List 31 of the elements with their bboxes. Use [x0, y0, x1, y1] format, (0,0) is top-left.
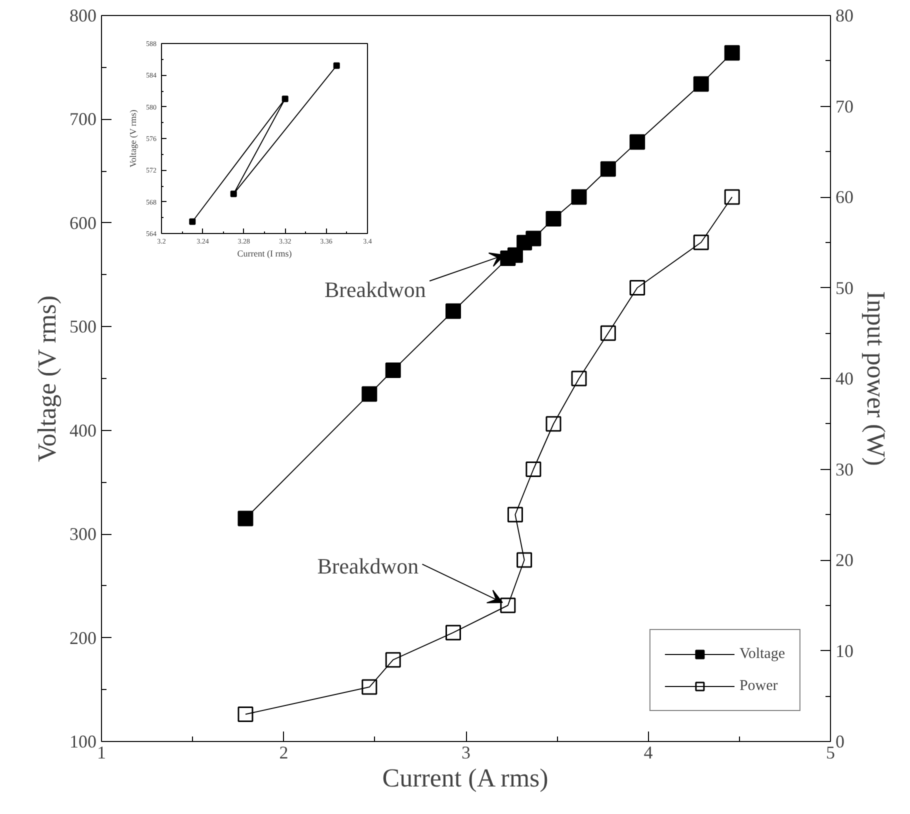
annotation: Breakdwon — [317, 554, 419, 579]
y-tick-label: 600 — [70, 212, 96, 233]
y-tick-label: 400 — [70, 420, 96, 440]
y-axis-title: Voltage (V rms) — [128, 110, 138, 168]
legend-label: Voltage — [739, 646, 785, 662]
y2-tick-label: 10 — [836, 640, 854, 661]
y-tick-label: 100 — [70, 732, 96, 752]
annotation: Breakdwon — [324, 276, 426, 302]
x-tick-label: 3 — [462, 742, 470, 762]
y2-tick-label: 20 — [836, 550, 854, 570]
y2-tick-label: 0 — [836, 732, 844, 752]
y-tick-label: 700 — [70, 109, 96, 130]
y2-tick-label: 70 — [836, 96, 854, 116]
y2-tick-label: 40 — [836, 368, 854, 388]
x-tick-label: 1 — [97, 742, 106, 762]
y2-tick-label: 50 — [836, 278, 854, 298]
y-axis-title: Voltage (V rms) — [32, 295, 62, 462]
y-tick-label: 800 — [70, 6, 96, 26]
y2-axis-title: Input power (W) — [862, 291, 890, 466]
x-axis-title: Current (A rms) — [382, 764, 548, 792]
x-tick-label: 5 — [826, 742, 835, 762]
y-tick-label: 300 — [70, 524, 96, 544]
legend-label: Power — [739, 678, 778, 694]
y-tick-label: 200 — [70, 628, 96, 648]
y-tick-label: 500 — [70, 316, 96, 337]
y2-tick-label: 60 — [836, 187, 854, 207]
x-axis-title: Current (I rms) — [237, 248, 292, 258]
y2-tick-label: 30 — [836, 459, 854, 480]
x-tick-label: 4 — [644, 742, 653, 762]
x-tick-label: 2 — [279, 742, 288, 762]
y2-tick-label: 80 — [836, 6, 854, 26]
